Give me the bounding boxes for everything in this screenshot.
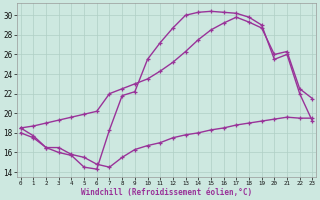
X-axis label: Windchill (Refroidissement éolien,°C): Windchill (Refroidissement éolien,°C) [81,188,252,197]
